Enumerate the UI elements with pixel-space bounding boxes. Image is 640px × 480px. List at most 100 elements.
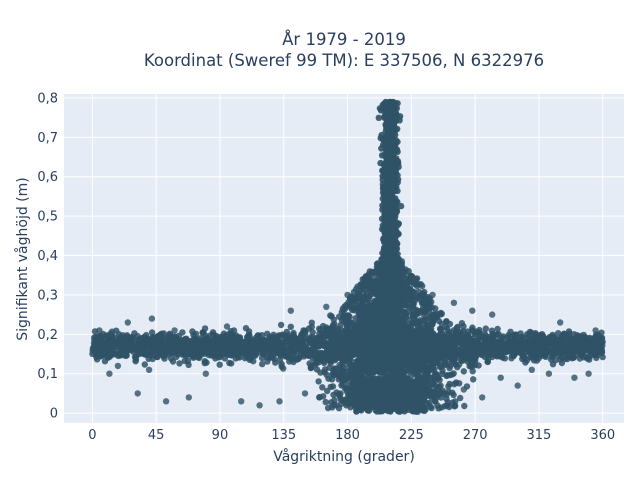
data-point [281, 332, 288, 339]
data-point [367, 368, 374, 375]
data-point [546, 348, 553, 355]
data-point [367, 302, 375, 309]
data-point [503, 348, 510, 355]
data-point [164, 348, 171, 356]
data-point [259, 360, 266, 368]
data-point [249, 336, 256, 343]
data-point [191, 335, 198, 342]
data-point [101, 358, 109, 365]
data-point [593, 334, 600, 341]
data-point [351, 341, 358, 349]
data-point [235, 334, 242, 341]
data-point [361, 362, 368, 369]
data-point [593, 349, 600, 357]
data-point [522, 359, 529, 366]
data-point [437, 336, 444, 343]
data-point [138, 348, 145, 356]
data-point [336, 341, 343, 349]
data-point [176, 339, 183, 346]
data-point [348, 369, 355, 376]
data-point [482, 325, 489, 332]
data-point [457, 394, 464, 402]
data-point [347, 352, 355, 359]
data-point [221, 355, 229, 362]
data-point [369, 360, 376, 368]
data-point [123, 336, 130, 343]
data-point [432, 344, 440, 352]
data-point [176, 360, 183, 367]
data-point [362, 329, 369, 337]
data-point [287, 323, 294, 330]
data-point [319, 384, 326, 391]
data-point [471, 352, 479, 359]
data-point [141, 361, 148, 368]
data-point [309, 338, 316, 345]
data-point [201, 358, 208, 365]
data-point [402, 364, 409, 371]
data-point [166, 330, 173, 337]
data-point [343, 388, 351, 395]
data-point [577, 348, 584, 355]
data-point [258, 354, 266, 362]
data-point [415, 288, 422, 295]
data-points [89, 98, 606, 415]
data-point [103, 332, 110, 339]
data-point [343, 376, 350, 383]
data-point [411, 280, 419, 288]
data-point [509, 339, 516, 346]
data-point [179, 329, 186, 336]
data-point [453, 346, 460, 353]
data-point [422, 306, 429, 314]
data-point [315, 378, 322, 385]
data-point [517, 342, 524, 349]
data-point [336, 333, 343, 340]
data-point [346, 318, 354, 326]
data-point [330, 316, 337, 323]
data-point [535, 352, 542, 359]
data-point [372, 331, 379, 338]
data-point [92, 351, 100, 358]
data-point [308, 362, 315, 370]
data-point [315, 356, 322, 363]
data-point [206, 349, 214, 356]
data-point [517, 330, 524, 337]
data-point [430, 358, 437, 365]
data-point [343, 347, 350, 354]
data-point [546, 333, 553, 341]
data-point [250, 358, 257, 365]
data-point [254, 349, 262, 356]
data-point [364, 277, 371, 285]
data-point [355, 362, 362, 369]
data-point [350, 330, 357, 337]
data-point [242, 325, 250, 332]
data-point [169, 358, 177, 365]
data-point [435, 383, 443, 390]
data-point [354, 321, 361, 328]
data-point [277, 321, 285, 329]
data-point [363, 290, 370, 297]
data-point [354, 295, 361, 302]
data-point [554, 338, 561, 346]
data-point [92, 333, 100, 341]
data-point [359, 311, 367, 318]
data-point [325, 347, 332, 354]
data-point [230, 327, 238, 334]
data-point [437, 326, 444, 333]
data-point [148, 329, 156, 336]
data-point [122, 350, 129, 357]
data-point [447, 362, 454, 369]
data-point [413, 310, 420, 318]
data-point [525, 338, 532, 345]
data-point [189, 342, 196, 349]
data-point [490, 342, 497, 349]
data-point [305, 325, 313, 332]
data-point [447, 335, 454, 343]
data-point [427, 350, 434, 357]
data-point [339, 305, 346, 312]
data-point [245, 331, 252, 339]
data-point [449, 389, 456, 396]
data-point [281, 338, 288, 346]
data-point [210, 331, 217, 338]
data-point [160, 330, 167, 337]
data-point [406, 326, 414, 334]
